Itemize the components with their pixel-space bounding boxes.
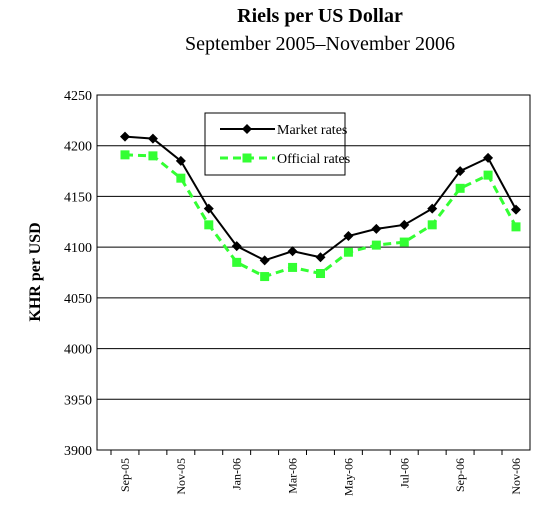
y-tick-label: 3950 bbox=[64, 393, 92, 408]
data-point bbox=[176, 173, 186, 183]
data-point bbox=[175, 155, 186, 166]
data-point bbox=[399, 219, 410, 230]
data-point bbox=[316, 269, 325, 279]
data-point bbox=[260, 272, 270, 282]
data-point bbox=[427, 203, 438, 214]
data-point bbox=[399, 237, 409, 247]
chart-title: Riels per US Dollar bbox=[237, 5, 403, 27]
y-tick-label: 4250 bbox=[64, 89, 92, 104]
chart-subtitle: September 2005–November 2006 bbox=[185, 33, 455, 55]
data-point bbox=[343, 247, 353, 257]
data-point bbox=[120, 131, 130, 142]
data-point bbox=[483, 152, 494, 163]
x-tick-label: Nov-05 bbox=[174, 458, 188, 495]
data-point bbox=[511, 222, 521, 232]
data-point bbox=[231, 241, 242, 252]
legend-marker bbox=[242, 124, 252, 134]
data-point bbox=[147, 133, 158, 144]
legend-label: Market rates bbox=[277, 123, 347, 138]
x-tick-label: Sep-05 bbox=[118, 458, 132, 492]
data-point bbox=[120, 150, 130, 160]
x-tick-label: Nov-06 bbox=[509, 458, 523, 495]
y-tick-label: 4150 bbox=[64, 190, 92, 205]
data-point bbox=[203, 203, 214, 214]
data-point bbox=[204, 220, 214, 230]
data-point bbox=[148, 151, 158, 161]
legend-label: Official rates bbox=[277, 152, 350, 167]
y-axis-label: KHR per USD bbox=[27, 222, 44, 321]
y-tick-label: 4200 bbox=[64, 140, 92, 155]
x-tick-label: Sep-06 bbox=[453, 458, 467, 492]
data-point bbox=[371, 223, 382, 234]
data-point bbox=[232, 257, 242, 267]
data-point bbox=[483, 170, 493, 180]
data-point bbox=[259, 255, 270, 266]
x-tick-label: Jul-06 bbox=[397, 458, 411, 488]
data-point bbox=[315, 252, 326, 263]
y-tick-label: 3900 bbox=[64, 444, 92, 459]
x-tick-label: May-06 bbox=[341, 458, 355, 496]
data-point bbox=[427, 220, 437, 230]
data-point bbox=[371, 240, 381, 250]
y-tick-label: 4000 bbox=[64, 343, 92, 358]
y-tick-label: 4050 bbox=[64, 292, 92, 307]
y-tick-label: 4100 bbox=[64, 241, 92, 256]
data-point bbox=[455, 183, 465, 193]
data-point bbox=[343, 230, 354, 241]
data-point bbox=[455, 166, 466, 177]
legend bbox=[204, 112, 346, 176]
data-point bbox=[287, 246, 298, 257]
data-point bbox=[511, 204, 521, 215]
legend-marker bbox=[242, 153, 252, 163]
x-tick-label: Mar-06 bbox=[286, 458, 300, 494]
data-point bbox=[288, 262, 298, 272]
x-tick-label: Jan-06 bbox=[230, 458, 244, 490]
